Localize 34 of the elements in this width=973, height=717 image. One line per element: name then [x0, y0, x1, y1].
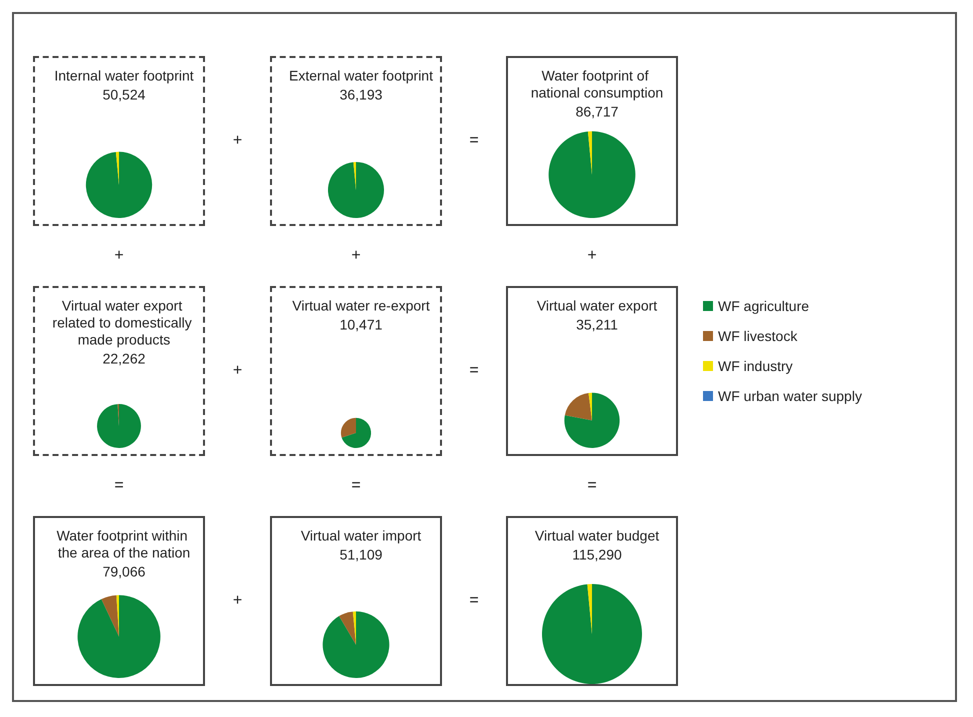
chart-subtitle: 10,471: [340, 316, 383, 332]
text: +: [586, 246, 598, 266]
chart-title: Internal water footprint: [54, 68, 194, 84]
chart-subtitle: 36,193: [340, 86, 383, 102]
chart-title: Virtual water export: [536, 298, 658, 314]
chart-title: Virtual water import: [300, 528, 422, 544]
text: =: [113, 476, 125, 496]
legend-label: WF agriculture: [718, 298, 810, 314]
chart-subtitle: 79,066: [102, 564, 146, 580]
chart-title: Virtual water re-export: [292, 298, 430, 314]
chart-title: Water footprint within the area of the nation: [56, 528, 192, 560]
text: =: [468, 591, 480, 611]
text: +: [232, 591, 244, 611]
text: =: [468, 131, 480, 151]
text: =: [350, 476, 362, 496]
chart-subtitle: 51,109: [340, 546, 383, 562]
text: +: [232, 361, 244, 381]
text: +: [113, 246, 125, 266]
chart-title: Virtual water export related to domestically made products: [52, 298, 196, 348]
chart-subtitle: 22,262: [102, 350, 146, 366]
legend-label: WF livestock: [718, 328, 798, 344]
legend-label: WF urban water supply: [718, 388, 862, 404]
legend-label: WF industry: [718, 358, 793, 374]
text: +: [350, 246, 362, 266]
text: +: [232, 131, 244, 151]
chart-title: External water footprint: [289, 68, 434, 84]
chart-title: Water footprint of national consumption: [530, 68, 664, 100]
chart-title: Virtual water budget: [534, 528, 660, 544]
chart-subtitle: 86,717: [576, 104, 619, 120]
text: =: [468, 361, 480, 381]
chart-subtitle: 115,290: [572, 546, 622, 562]
text: =: [586, 476, 598, 496]
chart-subtitle: 50,524: [102, 86, 146, 102]
text: 35,211: [576, 316, 618, 332]
